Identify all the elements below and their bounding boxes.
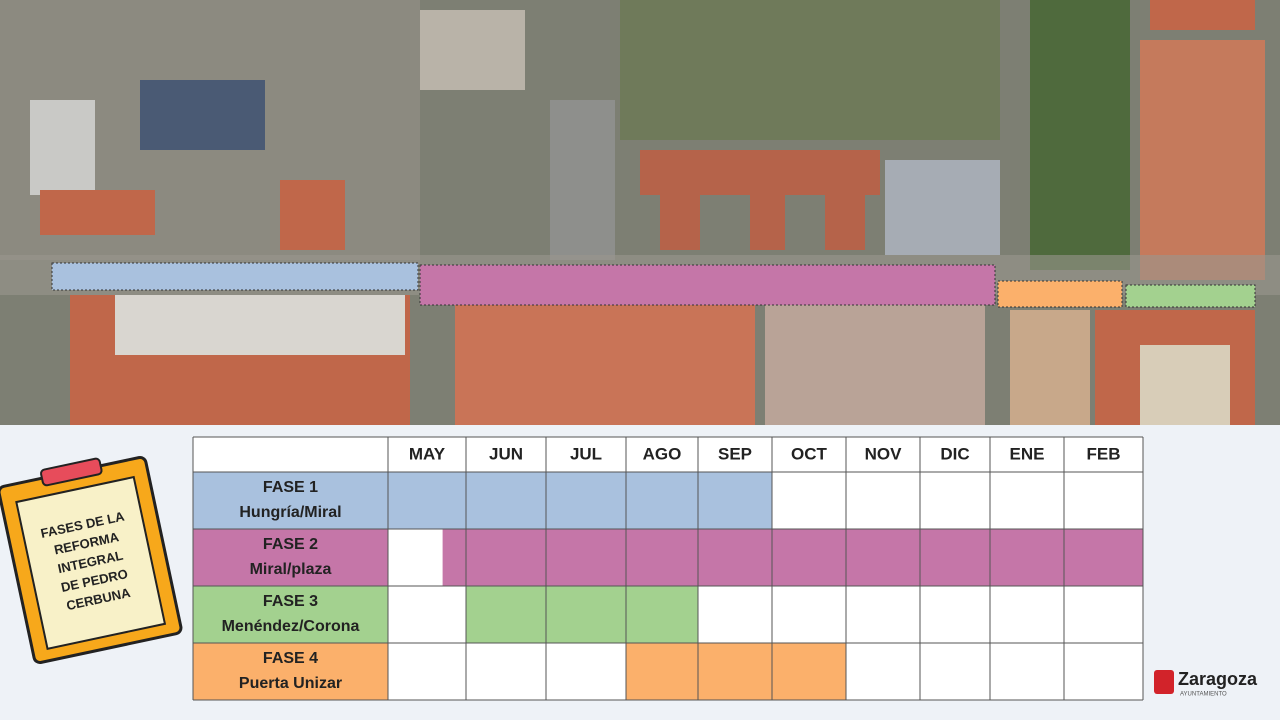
phase-cell [846,529,920,586]
phase-title: FASE 3 [263,593,318,610]
phase-title: FASE 4 [263,650,318,667]
month-header: JUN [489,444,523,463]
map-phase-bar [419,264,996,306]
month-header: OCT [791,444,828,463]
phase-label-cell [193,586,388,643]
phase-place: Menéndez/Corona [222,618,360,635]
aerial-map [0,0,1280,425]
phase-cell [772,643,846,700]
phase-place: Hungría/Miral [239,504,341,521]
phase-cell [546,529,626,586]
phase-label-cell [193,472,388,529]
phase-cell [626,586,698,643]
month-header: JUL [570,444,602,463]
phase-cell [466,472,546,529]
phase-cell [626,472,698,529]
month-header: NOV [865,444,903,463]
schedule-table: MAY JUN JUL AGO SEP OCT NOV DIC ENE FEB FASE 1 Hung… [192,436,1144,701]
phase-cell [546,586,626,643]
phase-cell [466,586,546,643]
map-phase-bar [51,262,419,291]
phase-cell [388,472,466,529]
phase-cell [698,643,772,700]
phase-cell [466,529,546,586]
phase-cell [698,529,772,586]
month-header: DIC [940,444,969,463]
phase-title: FASE 1 [263,479,318,496]
logo: Zaragoza AYUNTAMIENTO [1154,669,1258,698]
phase-place: Miral/plaza [250,561,332,578]
phase-cell [626,643,698,700]
phase-label-cell [193,529,388,586]
phase-cell [698,472,772,529]
month-header: FEB [1087,444,1121,463]
phase-bars [51,262,1256,308]
month-header: MAY [409,444,446,463]
phase-cell [626,529,698,586]
month-header: ENE [1010,444,1045,463]
phase-cell [990,529,1064,586]
phase-place: Puerta Unizar [239,675,342,692]
phase-cell [442,529,466,586]
phase-label-cell [193,643,388,700]
map-phase-bar [997,280,1123,308]
phase-cell [546,472,626,529]
phase-cell [772,529,846,586]
phase-cell [1064,529,1143,586]
month-header: AGO [643,444,682,463]
phase-title: FASE 2 [263,536,318,553]
map-phase-bar [1125,284,1256,308]
logo-name: Zaragoza [1178,669,1258,689]
logo-sub: AYUNTAMIENTO [1180,692,1227,698]
phase-cell [920,529,990,586]
month-header: SEP [718,444,752,463]
